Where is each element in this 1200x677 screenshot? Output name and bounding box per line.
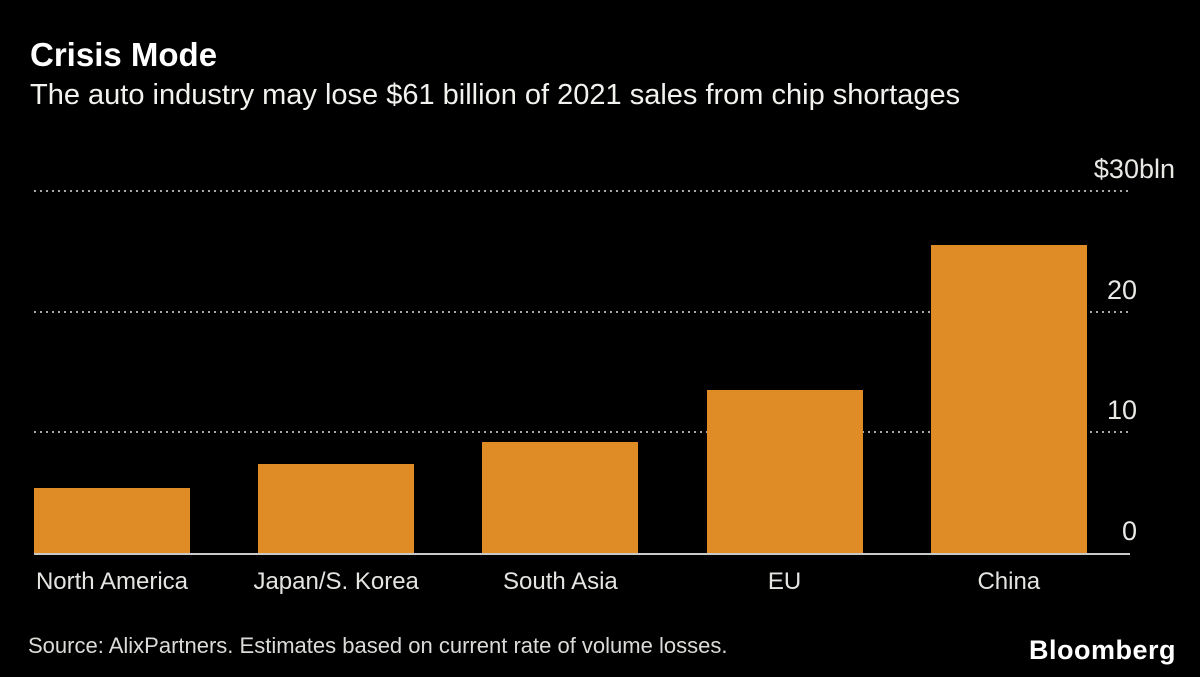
gridline-10: [34, 431, 1132, 434]
bloomberg-logo: Bloomberg: [1028, 635, 1176, 665]
bar-north-america: [34, 487, 190, 553]
source-note: Source: AlixPartners. Estimates based on…: [28, 633, 728, 658]
bar-eu: [706, 390, 863, 553]
gridline-20: [34, 310, 1132, 313]
category-label-north-america: North America: [35, 568, 189, 595]
bar-south-asia: [482, 441, 639, 553]
gridline-30: [34, 190, 1132, 192]
category-label-china: China: [977, 568, 1041, 595]
chart-title: Crisis Mode: [30, 36, 218, 73]
category-label-eu: EU: [767, 568, 802, 595]
chart-subtitle: The auto industry may lose $61 billion o…: [30, 79, 961, 111]
bar-japan-s-korea: [258, 463, 415, 553]
ytick-label-20: 20: [1106, 274, 1137, 305]
category-label-japan-s-korea: Japan/S. Korea: [253, 568, 419, 595]
ytick-label-10: 10: [1106, 395, 1137, 426]
x-axis-line: [34, 553, 1130, 555]
ytick-label-30bln: $30bln: [1093, 154, 1175, 184]
bar-china: [930, 245, 1087, 553]
category-label-south-asia: South Asia: [503, 568, 618, 595]
ytick-label-0: 0: [1121, 516, 1137, 546]
